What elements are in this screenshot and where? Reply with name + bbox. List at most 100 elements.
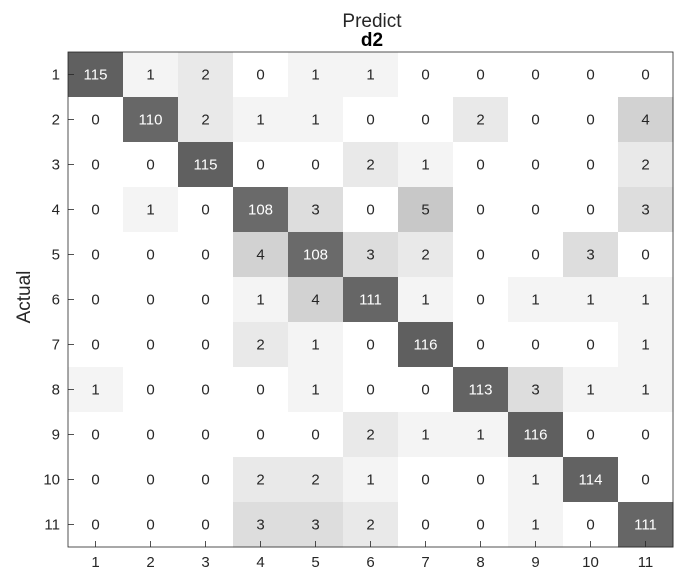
heatmap-cell-r2-c8 xyxy=(453,97,509,143)
heatmap-cell-label-r4-c8: 0 xyxy=(476,202,484,219)
heatmap-cell-label-r8-c5: 1 xyxy=(311,382,319,399)
heatmap-cell-r9-c3 xyxy=(178,412,234,458)
heatmap-cell-r11-c5 xyxy=(288,502,344,548)
heatmap-cell-r6-c6 xyxy=(343,277,399,323)
heatmap-cell-label-r6-c11: 1 xyxy=(641,292,649,309)
heatmap-cell-label-r10-c2: 0 xyxy=(146,472,154,489)
heatmap-cell-label-r2-c10: 0 xyxy=(586,112,594,129)
heatmap-cell-r6-c3 xyxy=(178,277,234,323)
heatmap-cell-r3-c10 xyxy=(563,142,619,188)
y-tick-label-5: 5 xyxy=(52,247,60,264)
heatmap-cell-label-r1-c11: 0 xyxy=(641,67,649,84)
heatmap-cell-label-r5-c8: 0 xyxy=(476,247,484,264)
heatmap-cell-r2-c1 xyxy=(68,97,124,143)
heatmap-cell-label-r8-c1: 1 xyxy=(91,382,99,399)
heatmap-cell-label-r6-c9: 1 xyxy=(531,292,539,309)
heatmap-cell-label-r7-c9: 0 xyxy=(531,337,539,354)
heatmap-cell-label-r2-c1: 0 xyxy=(91,112,99,129)
heatmap-cell-r4-c6 xyxy=(343,187,399,233)
heatmap-cell-r3-c8 xyxy=(453,142,509,188)
heatmap-cell-r5-c7 xyxy=(398,232,454,278)
heatmap-cell-r5-c3 xyxy=(178,232,234,278)
heatmap-cell-r9-c6 xyxy=(343,412,399,458)
heatmap-cells: 115 1 2 0 1 1 0 0 0 0 00 110 2 1 1 0 0 2 0 0 40 0 115 0 0 2 1 0 0 0 20… xyxy=(68,52,674,548)
heatmap-cell-r9-c1 xyxy=(68,412,124,458)
heatmap-cell-r7-c6 xyxy=(343,322,399,368)
heatmap-cell-label-r3-c10: 0 xyxy=(586,157,594,174)
heatmap-cell-r7-c1 xyxy=(68,322,124,368)
heatmap-cell-r11-c6 xyxy=(343,502,399,548)
heatmap-cell-r11-c10 xyxy=(563,502,619,548)
heatmap-cell-r7-c10 xyxy=(563,322,619,368)
heatmap-cell-r9-c4 xyxy=(233,412,289,458)
heatmap-cell-label-r7-c11: 1 xyxy=(641,337,649,354)
heatmap-cell-r7-c3 xyxy=(178,322,234,368)
heatmap-cell-label-r8-c7: 0 xyxy=(421,382,429,399)
heatmap-cell-r10-c4 xyxy=(233,457,289,503)
heatmap-cell-r8-c11 xyxy=(618,367,674,413)
heatmap-cell-r9-c10 xyxy=(563,412,619,458)
heatmap-cell-label-r7-c1: 0 xyxy=(91,337,99,354)
heatmap-cell-label-r6-c6: 111 xyxy=(359,292,382,309)
y-tick-label-2: 2 xyxy=(52,112,60,129)
heatmap-cell-label-r6-c2: 0 xyxy=(146,292,154,309)
heatmap-cell-label-r8-c8: 113 xyxy=(469,382,493,399)
heatmap-cell-label-r5-c2: 0 xyxy=(146,247,154,264)
heatmap-cell-label-r7-c8: 0 xyxy=(476,337,484,354)
heatmap-cell-r1-c10 xyxy=(563,52,619,98)
heatmap-cell-r7-c9 xyxy=(508,322,564,368)
y-tick-label-8: 8 xyxy=(52,382,60,399)
heatmap-cell-r5-c5 xyxy=(288,232,344,278)
heatmap-cell-label-r4-c3: 0 xyxy=(201,202,209,219)
heatmap-cell-r10-c9 xyxy=(508,457,564,503)
heatmap-cell-r3-c7 xyxy=(398,142,454,188)
heatmap-cell-r3-c3 xyxy=(178,142,234,188)
heatmap-cell-r1-c2 xyxy=(123,52,179,98)
heatmap-cell-label-r3-c7: 1 xyxy=(421,157,429,174)
heatmap-cell-r4-c7 xyxy=(398,187,454,233)
heatmap-cell-r4-c8 xyxy=(453,187,509,233)
heatmap-cell-label-r1-c5: 1 xyxy=(311,67,319,84)
heatmap-cell-label-r11-c10: 0 xyxy=(586,517,594,534)
heatmap-cell-r3-c5 xyxy=(288,142,344,188)
heatmap-cell-label-r4-c1: 0 xyxy=(91,202,99,219)
heatmap-cell-r2-c7 xyxy=(398,97,454,143)
heatmap-cell-label-r7-c5: 1 xyxy=(311,337,319,354)
heatmap-cell-r8-c5 xyxy=(288,367,344,413)
heatmap-cell-r6-c1 xyxy=(68,277,124,323)
heatmap-cell-r6-c10 xyxy=(563,277,619,323)
heatmap-cell-label-r11-c6: 2 xyxy=(366,517,374,534)
heatmap-cell-label-r11-c5: 3 xyxy=(311,517,319,534)
heatmap-cell-r4-c4 xyxy=(233,187,289,233)
heatmap-cell-r6-c8 xyxy=(453,277,509,323)
heatmap-cell-r8-c6 xyxy=(343,367,399,413)
heatmap-cell-label-r10-c8: 0 xyxy=(476,472,484,489)
heatmap-cell-r10-c3 xyxy=(178,457,234,503)
heatmap-cell-label-r3-c11: 2 xyxy=(641,157,649,174)
heatmap-cell-r7-c5 xyxy=(288,322,344,368)
heatmap-cell-r5-c9 xyxy=(508,232,564,278)
heatmap-cell-label-r10-c10: 114 xyxy=(579,472,603,489)
heatmap-cell-label-r8-c3: 0 xyxy=(201,382,209,399)
heatmap-cell-label-r5-c7: 2 xyxy=(421,247,429,264)
heatmap-cell-label-r1-c6: 1 xyxy=(366,67,374,84)
heatmap-cell-r11-c4 xyxy=(233,502,289,548)
heatmap-cell-label-r5-c5: 108 xyxy=(303,247,328,264)
heatmap-cell-label-r10-c7: 0 xyxy=(421,472,429,489)
heatmap-cell-r10-c11 xyxy=(618,457,674,503)
heatmap-cell-label-r3-c6: 2 xyxy=(366,157,374,174)
heatmap-cell-r11-c3 xyxy=(178,502,234,548)
heatmap-cell-r3-c11 xyxy=(618,142,674,188)
heatmap-cell-label-r2-c11: 4 xyxy=(641,112,649,129)
heatmap-cell-label-r4-c2: 1 xyxy=(146,202,154,219)
heatmap-cell-label-r3-c5: 0 xyxy=(311,157,319,174)
heatmap-cell-r6-c5 xyxy=(288,277,344,323)
heatmap-cell-r9-c8 xyxy=(453,412,509,458)
heatmap-cell-r4-c9 xyxy=(508,187,564,233)
heatmap-cell-r9-c9 xyxy=(508,412,564,458)
heatmap-cell-label-r9-c10: 0 xyxy=(586,427,594,444)
heatmap-cell-r1-c8 xyxy=(453,52,509,98)
heatmap-cell-r4-c3 xyxy=(178,187,234,233)
heatmap-cell-label-r3-c1: 0 xyxy=(91,157,99,174)
x-tick-label-2: 2 xyxy=(146,554,154,568)
